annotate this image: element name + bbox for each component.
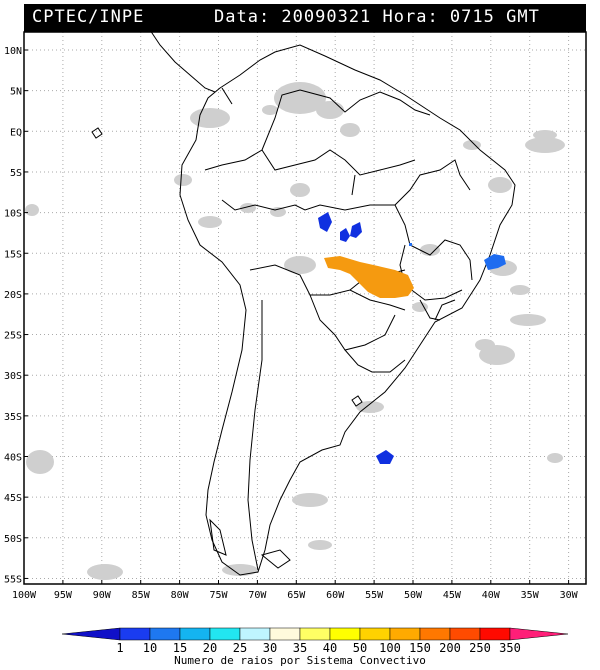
colorbar-swatch [419, 627, 451, 641]
colorbar-swatch [61, 627, 121, 641]
colorbar-swatch [329, 627, 361, 641]
latitude-axis: 10N 5N EQ 5S 10S 15S 20S 25S 30S 35S 40S 45S 50S 55S [4, 46, 28, 585]
colorbar-swatch [359, 627, 391, 641]
lon-label: 45W [443, 590, 462, 601]
system-dark-blue-1 [318, 212, 332, 232]
lat-label: 35S [4, 412, 22, 423]
colorbar-swatch [119, 627, 151, 641]
colorbar-tick-label: 250 [469, 641, 491, 655]
country-borders [91, 29, 516, 576]
lon-label: 55W [365, 590, 384, 601]
lon-label: 60W [326, 590, 345, 601]
brand-label: CPTEC/INPE [32, 7, 145, 27]
colorbar-swatch [179, 627, 211, 641]
lon-label: 75W [209, 590, 228, 601]
system-dark-blue-2 [340, 228, 350, 242]
lon-label: 30W [560, 590, 579, 601]
lat-label: 25S [4, 331, 22, 342]
colorbar-swatch [149, 627, 181, 641]
map-frame [23, 31, 587, 585]
lon-label: 35W [521, 590, 540, 601]
convective-systems [318, 212, 506, 464]
lat-label: EQ [10, 127, 22, 138]
colorbar-swatch [389, 627, 421, 641]
lat-label: 50S [4, 534, 22, 545]
colorbar-tick-label: 35 [293, 641, 307, 655]
colorbar-swatch [209, 627, 241, 641]
cloud-cover [25, 82, 565, 580]
colorbar-tick-label: 15 [173, 641, 187, 655]
lat-label: 30S [4, 371, 22, 382]
colorbar-tick-label: 100 [379, 641, 401, 655]
colorbar [61, 627, 569, 641]
lon-label: 50W [404, 590, 423, 601]
colorbar-tick-label: 10 [143, 641, 157, 655]
colorbar-tick-label: 40 [323, 641, 337, 655]
lat-label: 40S [4, 453, 22, 464]
colorbar-tick-label: 150 [409, 641, 431, 655]
colorbar-tick-label: 25 [233, 641, 247, 655]
lat-label: 15S [4, 249, 22, 260]
colorbar-tick-label: 50 [353, 641, 367, 655]
lon-label: 40W [482, 590, 501, 601]
colorbar-swatch [449, 627, 481, 641]
system-small-blue [409, 243, 412, 246]
colorbar-swatch [509, 627, 569, 641]
colorbar-tick-label: 30 [263, 641, 277, 655]
lon-label: 85W [132, 590, 151, 601]
system-orange [324, 256, 414, 298]
system-blue-south [376, 450, 394, 464]
colorbar-swatch [239, 627, 271, 641]
colorbar-swatch [479, 627, 511, 641]
colorbar-swatch [299, 627, 331, 641]
lon-label: 80W [171, 590, 190, 601]
colorbar-tick-label: 200 [439, 641, 461, 655]
colorbar-tick-label: 350 [499, 641, 521, 655]
lat-label: 55S [4, 574, 22, 585]
lat-label: 10N [4, 46, 22, 57]
lon-label: 95W [54, 590, 73, 601]
colorbar-ticks: 1 10 15 20 25 30 35 40 50 100 150 200 250 350 [116, 641, 520, 655]
system-dark-blue-3 [350, 222, 362, 238]
colorbar-tick-label: 20 [203, 641, 217, 655]
colorbar-tick-label: 1 [116, 641, 123, 655]
system-blue-east [484, 254, 506, 270]
lat-label: 5S [10, 168, 22, 179]
longitude-axis: 100W 95W 90W 85W 80W 75W 70W 65W 60W 55W 50W 45W 40W… [12, 580, 579, 601]
lat-label: 10S [4, 209, 22, 220]
colorbar-title: Numero de raios por Sistema Convectivo [174, 654, 426, 667]
lon-label: 100W [12, 590, 37, 601]
title-bar: CPTEC/INPE Data: 20090321 Hora: 0715 GMT [24, 4, 586, 32]
lat-label: 45S [4, 493, 22, 504]
date-time-label: Data: 20090321 Hora: 0715 GMT [214, 7, 540, 27]
colorbar-swatch [269, 627, 301, 641]
lon-label: 70W [248, 590, 267, 601]
lon-label: 65W [287, 590, 306, 601]
lat-label: 20S [4, 290, 22, 301]
lon-label: 90W [93, 590, 112, 601]
lat-label: 5N [10, 87, 22, 98]
